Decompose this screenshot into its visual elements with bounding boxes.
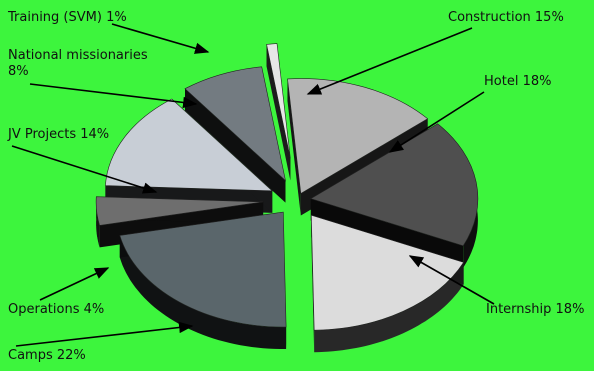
- slice-edge-0-training-svm-: [266, 44, 291, 181]
- label-jv-projects: JV Projects 14%: [8, 127, 110, 142]
- slice-side-operations: [96, 196, 100, 248]
- arrow-hotel: [388, 91, 485, 153]
- slice-training-svm-: [266, 43, 291, 159]
- slice-construction: [287, 78, 429, 195]
- slice-jv-projects: [105, 98, 274, 192]
- slice-side-internship: [314, 262, 464, 353]
- arrow-internship: [408, 255, 495, 305]
- label-national-missionaries: National missionaries 8%: [8, 48, 148, 79]
- slice-operations: [95, 196, 264, 226]
- arrow-training-svm-: [111, 23, 210, 54]
- label-operations: Operations 4%: [8, 302, 105, 317]
- arrow-national-missionaries: [29, 83, 198, 109]
- label-camps: Camps 22%: [8, 348, 86, 363]
- slice-national-missionaries: [184, 66, 286, 182]
- slice-hotel: [310, 123, 479, 247]
- slice-edge-0-construction: [287, 78, 301, 216]
- label-training-svm: Training (SVM) 1%: [8, 10, 127, 25]
- slice-edge-0-national-missionaries: [185, 88, 286, 203]
- arrow-jv-projects: [11, 145, 158, 194]
- label-construction: Construction 15%: [448, 10, 564, 25]
- slice-internship: [310, 214, 465, 331]
- arrow-camps: [15, 321, 194, 347]
- label-internship: Internship 18%: [486, 302, 585, 317]
- arrow-construction: [306, 27, 473, 95]
- slice-side-camps: [119, 235, 287, 349]
- label-hotel: Hotel 18%: [484, 74, 552, 89]
- slice-camps: [119, 211, 287, 328]
- arrow-operations: [39, 267, 110, 301]
